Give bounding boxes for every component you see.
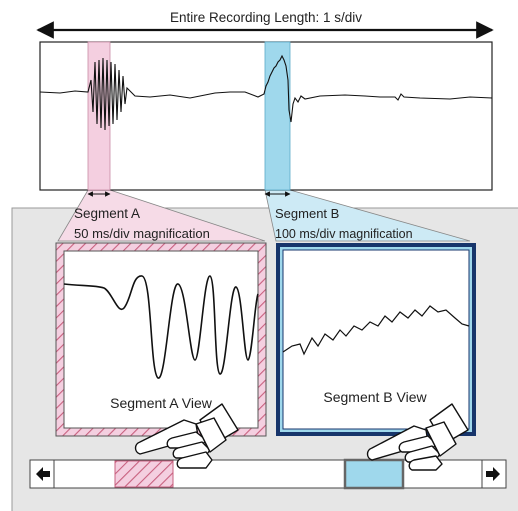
arrow-right-icon: [486, 467, 500, 481]
segment-a-view-label: Segment A View: [110, 395, 213, 411]
segment-a-label: Segment A: [74, 206, 140, 221]
scrollbar-track[interactable]: [29, 459, 507, 489]
recording-length-label: Entire Recording Length: 1 s/div: [170, 10, 362, 25]
segment-a-magnification: 50 ms/div magnification: [74, 226, 210, 241]
pointing-hand-icon: [134, 403, 239, 469]
segment-a-highlight[interactable]: [87, 41, 111, 191]
scroll-right-button[interactable]: [481, 459, 507, 489]
segment-b-view-label: Segment B View: [323, 389, 427, 405]
segment-b-view-screen: [282, 249, 470, 430]
segment-b-scroll-thumb[interactable]: [343, 458, 405, 490]
pointing-hand-icon: [366, 403, 469, 471]
scrollbar[interactable]: [29, 458, 507, 490]
segment-a-waveform: [63, 275, 259, 379]
arrow-left-icon: [36, 467, 50, 481]
full-waveform: [39, 54, 493, 131]
segment-b-magnification: 100 ms/div magnification: [275, 227, 413, 241]
full-recording-window: [39, 41, 493, 197]
segment-b-view: Segment B View: [276, 243, 476, 436]
recording-length-indicator: Entire Recording Length: 1 s/div: [36, 8, 494, 39]
length-label-bg: [150, 8, 382, 26]
segment-b-label: Segment B: [275, 206, 339, 221]
segment-a-view: Segment A View: [55, 242, 267, 437]
segment-b-waveform: [282, 305, 470, 356]
scroll-left-button[interactable]: [29, 459, 55, 489]
segment-a-view-screen: [63, 250, 259, 429]
segment-a-scroll-thumb[interactable]: [114, 460, 174, 488]
